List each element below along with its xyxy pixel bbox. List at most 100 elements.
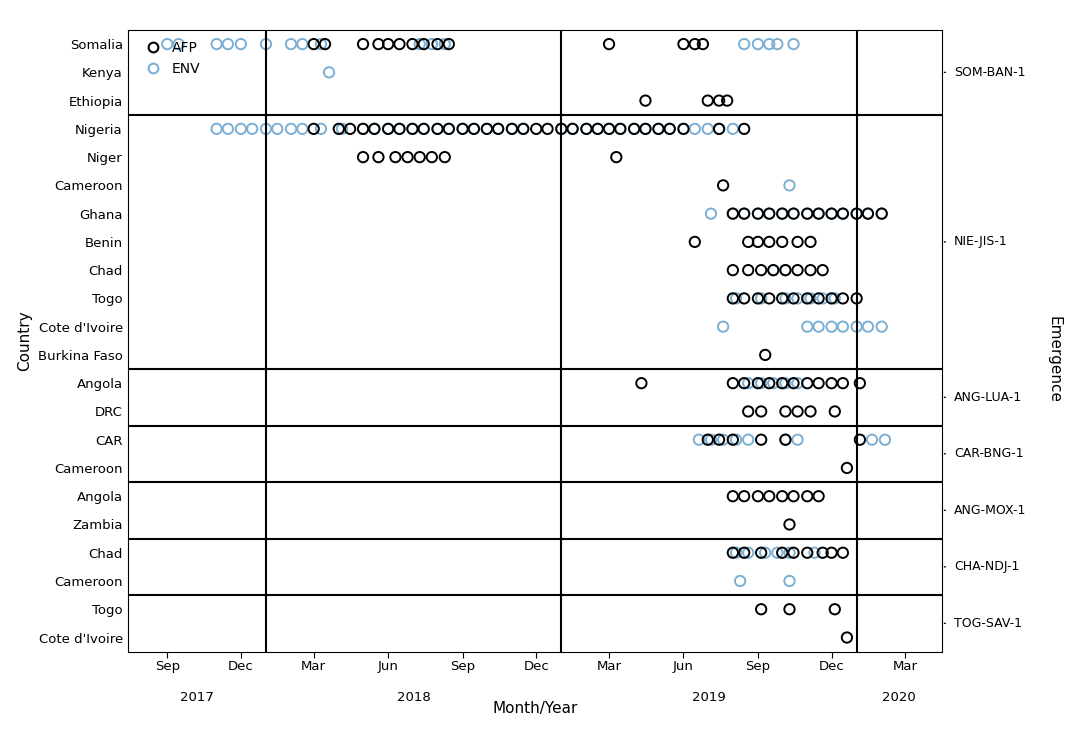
Point [380,123,397,135]
Point [710,94,728,106]
Point [768,38,785,50]
Point [411,38,428,50]
Point [354,123,371,135]
Point [739,547,756,559]
Point [774,491,791,503]
Point [801,264,819,276]
Legend: AFP, ENV: AFP, ENV [135,37,204,80]
Point [752,603,769,615]
Point [873,321,890,333]
Point [380,38,397,50]
Point [675,38,692,50]
Point [735,38,752,50]
Point [478,123,495,135]
Point [675,123,692,135]
Text: 2017: 2017 [180,691,214,703]
Point [553,123,570,135]
Point [724,207,742,219]
Point [354,38,371,50]
Point [785,292,802,304]
Point [863,434,881,446]
Point [702,207,719,219]
Point [702,434,719,446]
Point [699,123,716,135]
Point [761,38,778,50]
Point [724,434,742,446]
Point [789,236,806,248]
Point [735,292,752,304]
Point [785,491,802,503]
Point [752,434,769,446]
Point [814,292,831,304]
Point [719,94,736,106]
Point [370,38,387,50]
Point [785,38,802,50]
Point [724,264,742,276]
Text: 2019: 2019 [692,691,725,703]
Point [675,123,692,135]
Point [752,292,769,304]
Point [391,123,408,135]
Point [777,264,794,276]
Point [600,38,617,50]
Point [781,603,798,615]
Point [170,38,187,50]
Point [715,434,732,446]
Point [774,292,791,304]
Point [387,151,404,163]
Point [839,462,856,474]
Point [761,207,778,219]
Point [739,405,756,417]
Point [626,123,643,135]
Point [334,123,351,135]
Point [859,207,876,219]
Point [823,207,840,219]
Point [810,491,827,503]
Point [739,377,756,389]
Point [424,151,441,163]
Point [752,377,769,389]
Point [600,123,617,135]
Point [612,123,629,135]
Point [158,38,175,50]
Point [661,123,678,135]
Point [694,38,712,50]
Point [801,236,819,248]
Point [539,123,556,135]
Point [637,123,654,135]
Point [781,518,798,530]
Point [637,94,654,106]
Point [749,207,766,219]
Point [823,547,840,559]
Point [735,377,752,389]
Point [690,434,707,446]
Point [437,38,454,50]
Point [699,94,716,106]
Point [424,38,441,50]
Point [478,123,495,135]
Point [739,236,756,248]
Point [873,207,890,219]
Point [317,38,334,50]
Point [608,151,625,163]
Point [785,207,802,219]
Point [465,123,483,135]
Point [503,123,520,135]
Point [801,405,819,417]
Point [710,434,728,446]
Point [553,123,570,135]
Point [341,123,358,135]
Point [528,123,545,135]
Point [765,377,782,389]
Point [789,264,806,276]
Point [798,207,815,219]
Point [761,207,778,219]
Point [810,292,827,304]
Point [823,377,840,389]
Point [600,123,617,135]
Point [732,575,749,587]
Point [814,547,831,559]
Point [852,377,869,389]
Point [789,434,806,446]
Point [774,207,791,219]
